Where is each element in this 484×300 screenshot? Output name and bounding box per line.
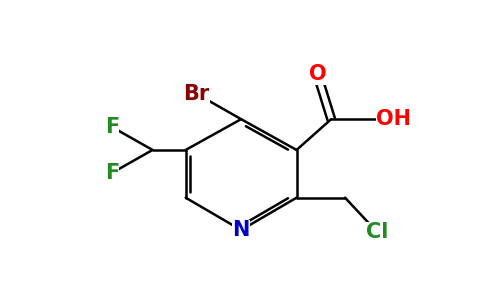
Text: N: N [232, 220, 250, 240]
Text: Br: Br [183, 84, 210, 104]
Text: O: O [308, 64, 326, 85]
Text: Cl: Cl [366, 222, 389, 242]
Text: F: F [105, 163, 119, 183]
Text: OH: OH [376, 109, 411, 129]
Text: F: F [105, 117, 119, 137]
